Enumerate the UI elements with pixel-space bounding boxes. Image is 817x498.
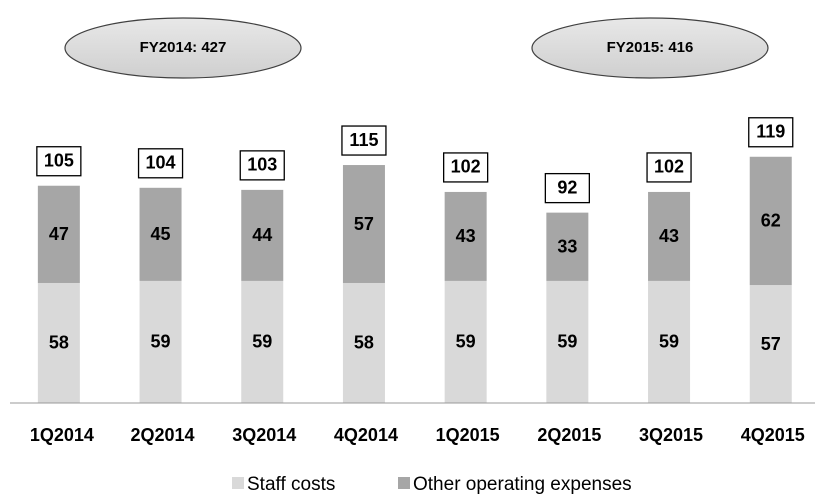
total-label: 102: [451, 157, 481, 177]
bar-segment: [241, 280, 284, 403]
x-tick-label: 4Q2014: [334, 425, 398, 445]
bar-segment: [749, 285, 792, 403]
annotation-ellipse: [531, 17, 769, 79]
total-box: [341, 125, 387, 156]
value-label: 59: [252, 332, 272, 352]
value-label: 57: [761, 334, 781, 354]
total-label: 104: [146, 153, 176, 173]
x-tick-label: 2Q2014: [131, 425, 195, 445]
value-label: 57: [354, 214, 374, 234]
x-tick-label: 1Q2014: [30, 425, 94, 445]
total-box: [544, 172, 590, 204]
total-label: 119: [756, 122, 785, 142]
bar-segment: [444, 191, 487, 281]
value-label: 45: [151, 224, 171, 244]
total-label: 105: [44, 150, 74, 170]
value-label: 59: [557, 332, 577, 352]
x-tick-label: 3Q2014: [232, 425, 296, 445]
legend-label: Other operating expenses: [413, 474, 632, 495]
total-label: 92: [557, 177, 577, 197]
value-label: 62: [761, 211, 781, 231]
bar-segment: [546, 212, 589, 281]
legend-swatch: [232, 477, 244, 489]
x-tick-label: 3Q2015: [639, 425, 703, 445]
value-label: 44: [252, 225, 272, 245]
bar-segment: [37, 282, 80, 403]
annotation: FY2015: 416: [607, 39, 694, 56]
value-label: 43: [456, 226, 476, 246]
bar-segment: [749, 156, 792, 286]
total-label: 102: [654, 157, 684, 177]
x-tick-label: 4Q2015: [741, 425, 805, 445]
bar-segment: [139, 280, 182, 403]
total-box: [137, 148, 184, 179]
bar-segment: [37, 185, 80, 283]
value-label: 59: [456, 332, 476, 352]
value-label: 47: [49, 224, 69, 244]
value-label: 33: [557, 237, 577, 257]
value-label: 59: [659, 332, 679, 352]
legend-swatch: [398, 477, 410, 489]
total-box: [646, 152, 692, 183]
bar-segment: [648, 280, 691, 403]
total-box: [442, 152, 489, 183]
value-label: 58: [354, 333, 374, 353]
value-label: 59: [151, 332, 171, 352]
total-label: 103: [247, 155, 277, 175]
bar-segment: [444, 280, 487, 403]
bar-segment: [139, 187, 182, 281]
annotation: FY2014: 427: [140, 39, 227, 56]
bar-segment: [241, 189, 284, 281]
value-label: 58: [49, 333, 69, 353]
x-tick-label: 1Q2015: [436, 425, 500, 445]
x-tick-label: 2Q2015: [537, 425, 601, 445]
bar-segment: [342, 165, 385, 283]
bar-segment: [342, 282, 385, 403]
legend-label: Staff costs: [247, 474, 335, 495]
bar-segment: [648, 191, 691, 281]
total-label: 115: [349, 130, 378, 150]
bar-segment: [546, 280, 589, 403]
total-box: [748, 117, 794, 148]
value-label: 43: [659, 226, 679, 246]
annotation-ellipse: [64, 17, 302, 79]
total-box: [36, 146, 82, 177]
total-box: [239, 150, 285, 181]
